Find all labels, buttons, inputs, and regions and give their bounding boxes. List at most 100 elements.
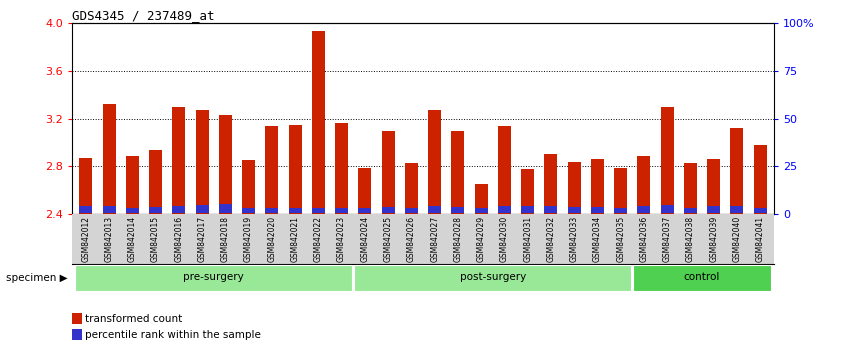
Bar bbox=[173, 206, 185, 213]
Bar bbox=[242, 160, 255, 214]
Bar bbox=[149, 150, 162, 214]
Bar bbox=[102, 206, 116, 213]
Bar bbox=[242, 208, 255, 213]
Bar bbox=[126, 207, 139, 213]
Bar bbox=[452, 131, 464, 214]
Bar bbox=[754, 145, 766, 214]
Text: GSM842020: GSM842020 bbox=[267, 216, 277, 262]
Text: GSM842036: GSM842036 bbox=[640, 216, 648, 262]
Bar bbox=[521, 169, 534, 214]
Bar bbox=[730, 128, 744, 214]
Text: GSM842031: GSM842031 bbox=[523, 216, 532, 262]
Bar bbox=[614, 208, 627, 213]
Text: GSM842034: GSM842034 bbox=[593, 216, 602, 262]
Bar bbox=[266, 208, 278, 213]
Bar bbox=[568, 207, 580, 213]
Bar bbox=[661, 107, 673, 214]
Bar bbox=[545, 206, 558, 213]
Text: GSM842030: GSM842030 bbox=[500, 216, 509, 262]
Bar bbox=[382, 131, 394, 214]
Text: GSM842019: GSM842019 bbox=[244, 216, 253, 262]
Bar bbox=[359, 208, 371, 213]
Text: GSM842023: GSM842023 bbox=[337, 216, 346, 262]
Bar bbox=[498, 206, 511, 213]
Bar bbox=[75, 265, 352, 291]
Bar bbox=[382, 207, 394, 213]
Bar bbox=[359, 167, 371, 214]
Bar bbox=[149, 207, 162, 213]
Text: GSM842024: GSM842024 bbox=[360, 216, 370, 262]
Text: GSM842038: GSM842038 bbox=[686, 216, 695, 262]
Bar bbox=[428, 206, 441, 213]
Bar bbox=[591, 207, 604, 213]
Bar bbox=[634, 265, 771, 291]
Bar bbox=[312, 208, 325, 213]
Text: GSM842017: GSM842017 bbox=[198, 216, 206, 262]
Bar bbox=[661, 205, 673, 213]
Bar bbox=[475, 208, 487, 213]
Bar bbox=[684, 208, 697, 213]
Bar bbox=[452, 207, 464, 213]
Bar bbox=[335, 208, 348, 213]
Text: transformed count: transformed count bbox=[85, 314, 182, 324]
Text: GSM842013: GSM842013 bbox=[105, 216, 113, 262]
Text: GSM842037: GSM842037 bbox=[662, 216, 672, 262]
Text: GSM842033: GSM842033 bbox=[569, 216, 579, 262]
Bar bbox=[707, 159, 720, 214]
Bar bbox=[354, 265, 631, 291]
Bar bbox=[219, 115, 232, 214]
Bar bbox=[730, 206, 744, 213]
Text: GSM842041: GSM842041 bbox=[755, 216, 765, 262]
Text: GSM842040: GSM842040 bbox=[733, 216, 741, 262]
Bar bbox=[498, 126, 511, 214]
Bar bbox=[684, 163, 697, 214]
Text: percentile rank within the sample: percentile rank within the sample bbox=[85, 330, 261, 339]
Text: GSM842012: GSM842012 bbox=[81, 216, 91, 262]
Bar bbox=[591, 159, 604, 214]
Text: GSM842028: GSM842028 bbox=[453, 216, 463, 262]
Bar bbox=[568, 162, 580, 214]
Text: pre-surgery: pre-surgery bbox=[184, 272, 244, 282]
Bar bbox=[405, 163, 418, 214]
Text: GSM842016: GSM842016 bbox=[174, 216, 184, 262]
Bar bbox=[195, 205, 208, 213]
Text: GSM842025: GSM842025 bbox=[383, 216, 393, 262]
Bar bbox=[614, 167, 627, 214]
Bar bbox=[288, 208, 301, 213]
Bar bbox=[288, 125, 301, 214]
Bar bbox=[102, 104, 116, 214]
Bar bbox=[545, 154, 558, 214]
Text: GSM842035: GSM842035 bbox=[616, 216, 625, 262]
Bar bbox=[335, 124, 348, 214]
Bar bbox=[126, 156, 139, 214]
Bar bbox=[80, 206, 92, 213]
Text: GSM842021: GSM842021 bbox=[291, 216, 299, 262]
Text: GSM842039: GSM842039 bbox=[709, 216, 718, 262]
Text: post-surgery: post-surgery bbox=[459, 272, 526, 282]
Bar bbox=[80, 158, 92, 214]
Bar bbox=[428, 110, 441, 214]
Bar bbox=[475, 184, 487, 214]
Bar bbox=[312, 32, 325, 214]
Bar bbox=[707, 206, 720, 213]
Bar bbox=[521, 206, 534, 213]
Text: GSM842018: GSM842018 bbox=[221, 216, 230, 262]
Text: GSM842015: GSM842015 bbox=[151, 216, 160, 262]
Text: GSM842029: GSM842029 bbox=[476, 216, 486, 262]
Text: GSM842014: GSM842014 bbox=[128, 216, 137, 262]
Text: GSM842032: GSM842032 bbox=[547, 216, 555, 262]
Bar bbox=[266, 126, 278, 214]
Text: specimen ▶: specimen ▶ bbox=[6, 273, 68, 283]
Text: GDS4345 / 237489_at: GDS4345 / 237489_at bbox=[72, 9, 214, 22]
Bar bbox=[638, 156, 651, 214]
Text: GSM842026: GSM842026 bbox=[407, 216, 416, 262]
Bar bbox=[754, 208, 766, 213]
Text: GSM842027: GSM842027 bbox=[430, 216, 439, 262]
Bar bbox=[195, 110, 208, 214]
Bar bbox=[219, 204, 232, 213]
Text: GSM842022: GSM842022 bbox=[314, 216, 323, 262]
Bar bbox=[405, 208, 418, 213]
Bar bbox=[173, 107, 185, 214]
Bar bbox=[638, 206, 651, 213]
Text: control: control bbox=[684, 272, 720, 282]
